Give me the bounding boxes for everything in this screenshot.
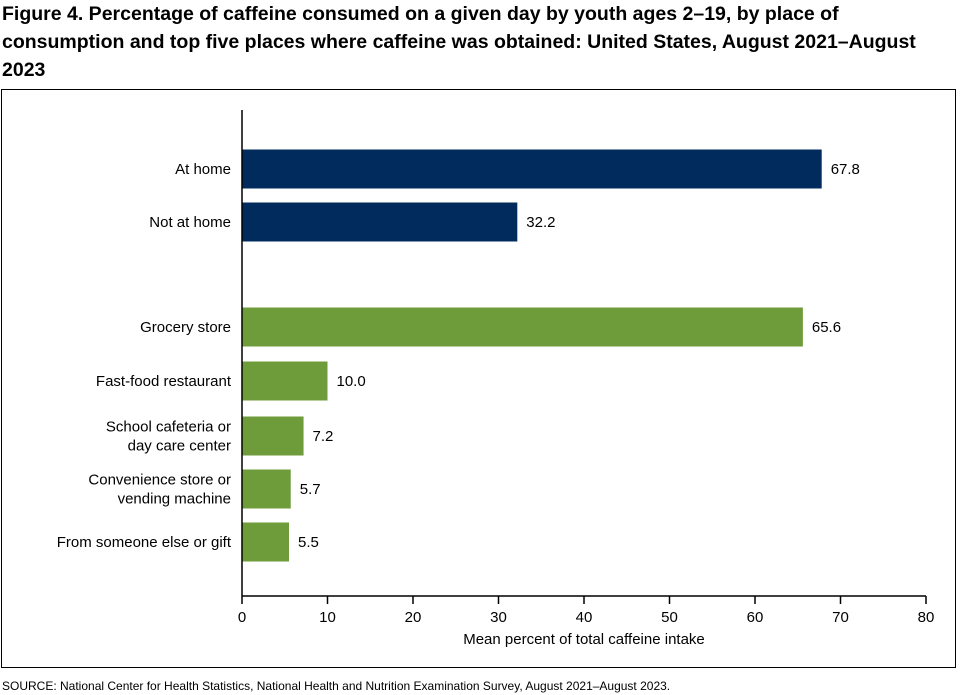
bar — [242, 469, 291, 509]
bar — [242, 361, 328, 401]
x-tick-label: 20 — [405, 609, 422, 626]
data-label: 5.5 — [298, 534, 319, 551]
data-label: 65.6 — [812, 319, 841, 336]
data-label: 7.2 — [313, 428, 334, 445]
category-label: Fast-food restaurant — [96, 373, 232, 390]
source-note: SOURCE: National Center for Health Stati… — [2, 679, 671, 693]
data-label: 32.2 — [526, 214, 555, 231]
chart-frame — [1, 89, 956, 668]
bar — [242, 202, 518, 242]
figure-title: Figure 4. Percentage of caffeine consume… — [2, 3, 916, 81]
bar — [242, 522, 290, 562]
x-tick-label: 80 — [918, 609, 935, 626]
category-label: Convenience store or vending machine — [88, 472, 231, 508]
x-tick-label: 10 — [319, 609, 336, 626]
x-tick-label: 50 — [661, 609, 678, 626]
x-tick-label: 60 — [747, 609, 764, 626]
data-label: 10.0 — [337, 373, 366, 390]
category-label: School cafeteria or day care center — [106, 419, 231, 455]
category-label: From someone else or gift — [57, 534, 232, 551]
bar — [242, 307, 803, 347]
data-label: 5.7 — [300, 481, 321, 498]
bar — [242, 149, 822, 189]
x-tick-label: 40 — [576, 609, 593, 626]
x-tick-label: 0 — [238, 609, 246, 626]
category-label: At home — [175, 161, 231, 178]
x-axis-title: Mean percent of total caffeine intake — [463, 631, 705, 648]
bar — [242, 416, 304, 456]
category-label: Grocery store — [140, 319, 231, 336]
category-label: Not at home — [149, 214, 231, 231]
x-tick-label: 30 — [490, 609, 507, 626]
data-label: 67.8 — [831, 161, 860, 178]
x-tick-label: 70 — [832, 609, 849, 626]
